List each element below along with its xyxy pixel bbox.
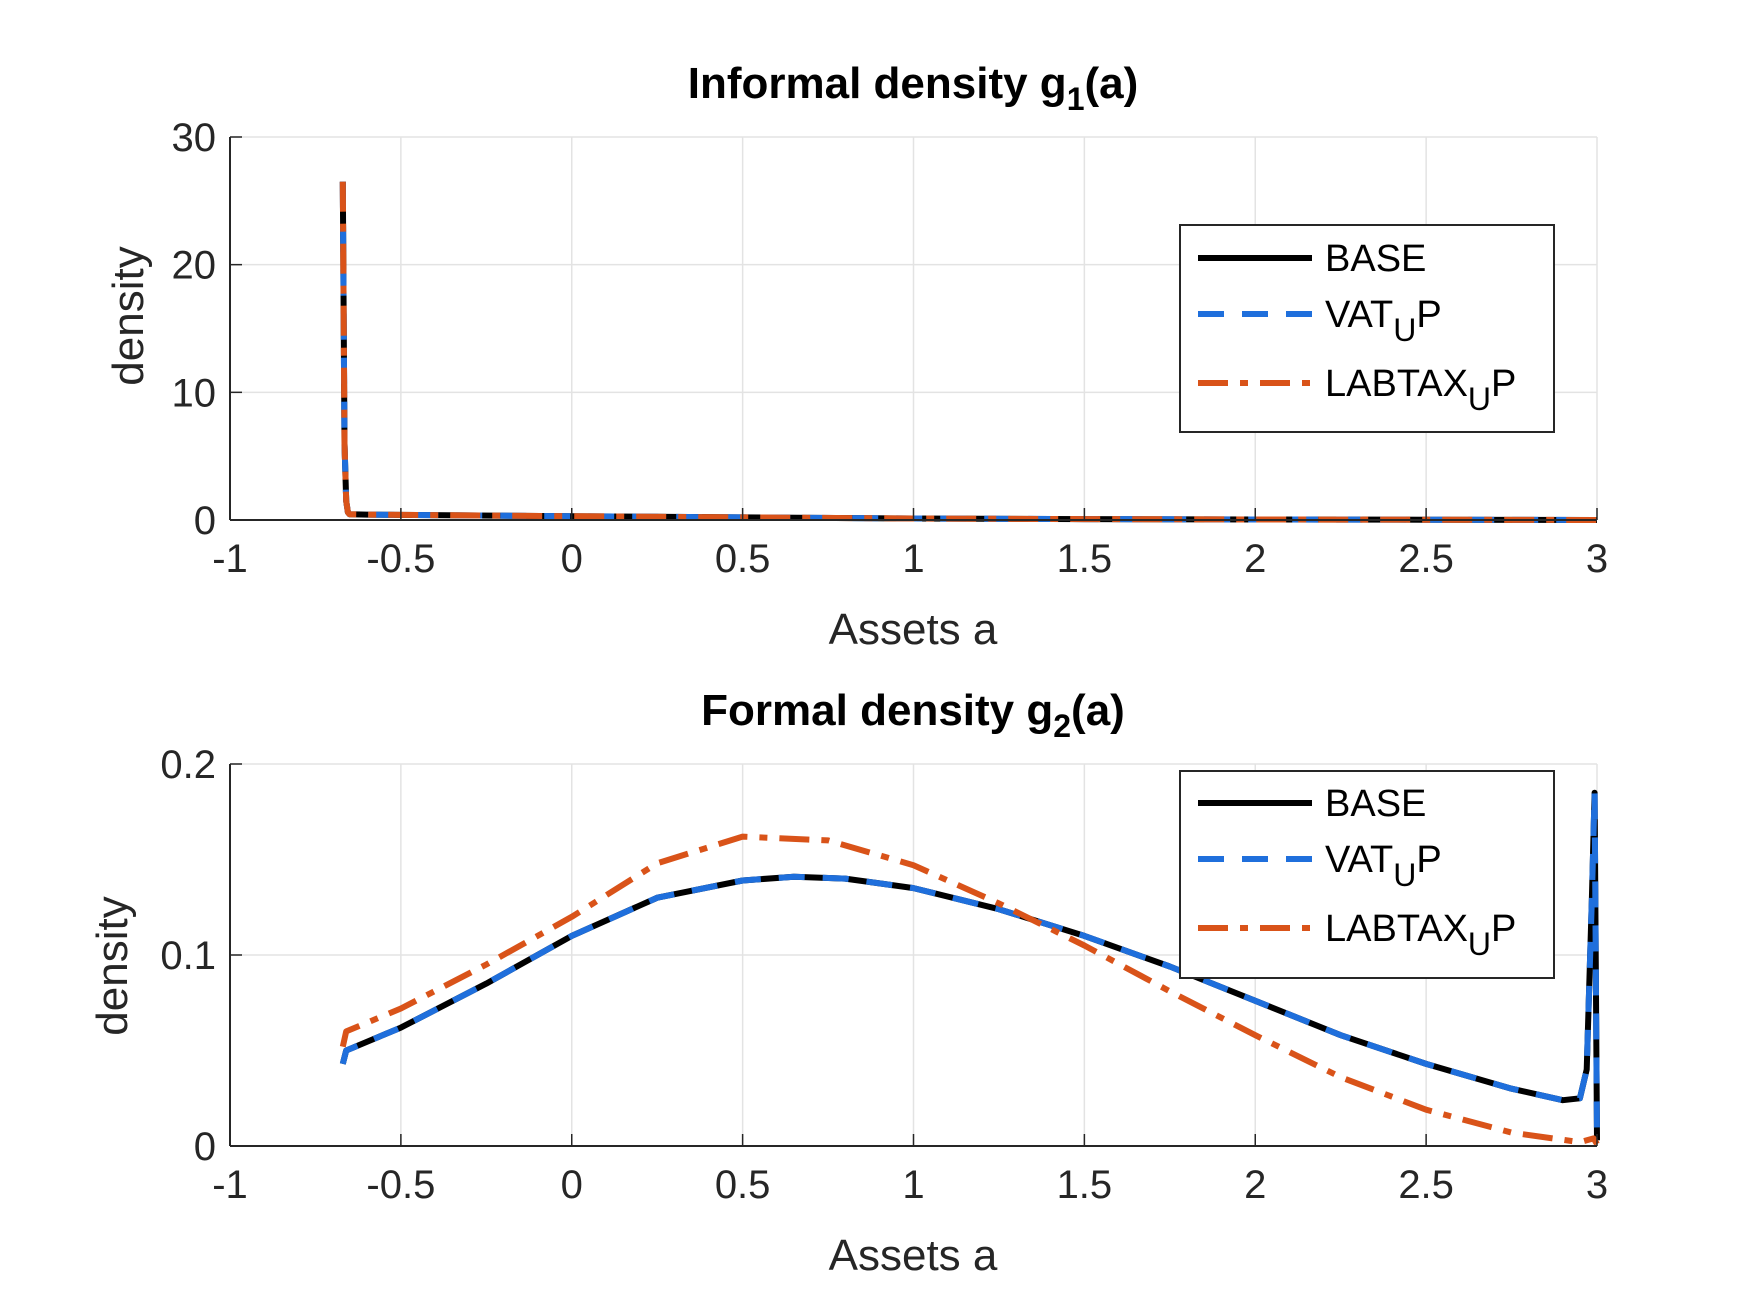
legend-label: VATUP [1325, 839, 1442, 893]
x-tick-label: 1 [902, 537, 924, 581]
chart-title: Formal density g2(a) [701, 686, 1125, 744]
x-tick-label: 0 [561, 537, 583, 581]
legend-label: VATUP [1325, 294, 1442, 348]
legend-label: BASE [1325, 238, 1426, 280]
legend-label: BASE [1325, 783, 1426, 825]
x-tick-label: 3 [1586, 537, 1608, 581]
y-tick-label: 10 [172, 371, 217, 415]
title-suffix: (a) [1084, 59, 1138, 108]
x-tick-label: 1.5 [1057, 1163, 1113, 1207]
x-tick-label: -0.5 [366, 537, 435, 581]
x-tick-label: 1.5 [1057, 537, 1113, 581]
y-axis-label: density [88, 896, 137, 1035]
x-tick-label: 0.5 [715, 1163, 771, 1207]
legend: BASE VATUP LABTAXUP [1179, 770, 1555, 979]
x-tick-label: 2 [1244, 1163, 1266, 1207]
chart-title: Informal density g1(a) [688, 59, 1139, 117]
y-tick-label: 20 [172, 244, 217, 288]
y-tick-label: 0 [194, 1125, 216, 1169]
y-tick-label: 0.2 [160, 743, 216, 787]
series-line-vatup [339, 789, 1600, 1141]
x-axis-label: Assets a [829, 605, 998, 654]
x-tick-label: -1 [212, 537, 248, 581]
y-tick-label: 0 [194, 499, 216, 543]
title-subscript: 1 [1067, 81, 1085, 117]
y-tick-label: 30 [172, 116, 217, 160]
x-tick-label: -1 [212, 1163, 248, 1207]
series-line-labtaxup [339, 833, 1600, 1146]
x-tick-label: 2.5 [1398, 537, 1454, 581]
formal-density-chart: -1 -0.5 0 0.5 1 1.5 2 2.5 3 0 0.1 0.2 Formal densit… [88, 686, 1608, 1280]
x-axis-label: Assets a [829, 1231, 998, 1280]
axes: -1 -0.5 0 0.5 1 1.5 2 2.5 3 0 0.1 0.2 [160, 743, 1608, 1207]
y-axis-label: density [104, 246, 153, 385]
title-main: Informal density g [688, 59, 1067, 108]
x-tick-label: -0.5 [366, 1163, 435, 1207]
x-tick-label: 2 [1244, 537, 1266, 581]
legend-label: LABTAXUP [1325, 908, 1516, 962]
x-tick-label: 1 [902, 1163, 924, 1207]
series-line-labtaxup [339, 181, 1598, 523]
title-main: Formal density g [701, 686, 1053, 735]
legend: BASE VATUP LABTAXUP [1179, 224, 1555, 433]
y-tick-label: 0.1 [160, 934, 216, 978]
x-tick-label: 0 [561, 1163, 583, 1207]
x-tick-label: 2.5 [1398, 1163, 1454, 1207]
x-tick-label: 0.5 [715, 537, 771, 581]
x-tick-label: 3 [1586, 1163, 1608, 1207]
title-subscript: 2 [1053, 708, 1071, 744]
legend-label: LABTAXUP [1325, 363, 1516, 417]
data-lines [339, 789, 1600, 1146]
title-suffix: (a) [1071, 686, 1125, 735]
